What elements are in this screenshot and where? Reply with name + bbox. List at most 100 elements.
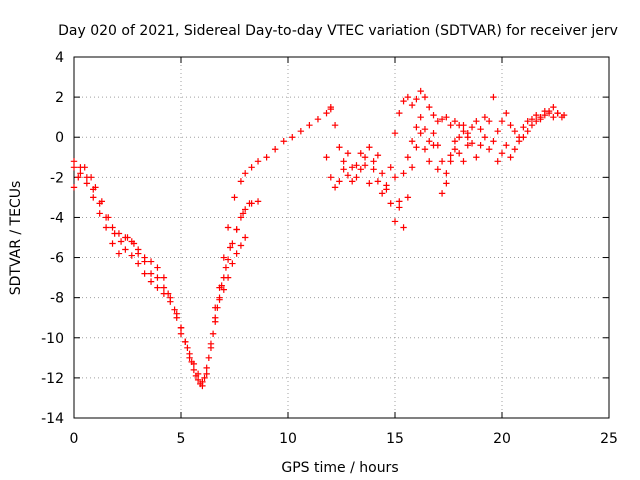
data-point <box>443 170 450 177</box>
data-point <box>447 121 454 129</box>
data-point <box>177 324 185 331</box>
data-point <box>102 214 110 221</box>
data-point <box>263 154 270 161</box>
data-point <box>460 158 467 165</box>
data-point <box>160 274 168 281</box>
data-point <box>160 284 168 291</box>
data-point <box>370 158 377 165</box>
data-point <box>331 121 339 129</box>
y-tick-label: -12 <box>41 371 64 387</box>
data-point <box>408 164 416 171</box>
data-point <box>464 130 471 137</box>
data-point <box>90 194 97 201</box>
data-point <box>374 178 382 185</box>
data-point <box>430 111 437 119</box>
data-point <box>378 190 386 197</box>
data-point <box>233 226 240 233</box>
data-point <box>190 366 198 374</box>
data-point <box>560 111 568 119</box>
data-point <box>70 164 78 171</box>
data-point <box>434 117 441 125</box>
data-point <box>451 138 459 145</box>
data-point <box>481 113 489 121</box>
data-series <box>70 87 568 390</box>
data-point <box>460 128 467 135</box>
data-point <box>233 250 240 257</box>
data-point <box>464 142 471 149</box>
data-point <box>421 146 429 153</box>
data-point <box>77 170 84 177</box>
data-point <box>473 154 480 161</box>
data-point <box>353 174 360 181</box>
data-point <box>122 246 129 253</box>
data-point <box>331 184 339 191</box>
data-point <box>485 117 493 125</box>
data-point <box>147 270 155 277</box>
x-tick-label: 20 <box>493 431 511 447</box>
data-point <box>188 358 195 366</box>
data-point <box>417 87 424 95</box>
data-point <box>147 278 155 285</box>
data-point <box>336 178 343 185</box>
data-point <box>404 194 412 201</box>
data-point <box>490 93 497 101</box>
data-point <box>344 172 352 179</box>
data-point <box>237 214 245 221</box>
data-point <box>520 123 527 131</box>
plot-frame <box>73 56 610 419</box>
data-point <box>524 117 531 125</box>
data-point <box>141 270 148 277</box>
data-point <box>426 103 433 111</box>
data-point <box>430 142 437 149</box>
series-track-f <box>323 113 476 225</box>
data-point <box>520 134 527 141</box>
data-point <box>417 113 424 121</box>
x-tick-label: 0 <box>70 431 79 447</box>
data-point <box>242 170 249 177</box>
data-point <box>477 126 484 133</box>
data-point <box>533 111 540 119</box>
x-axis-label: GPS time / hours <box>281 460 398 476</box>
data-point <box>171 306 178 313</box>
axis-ticks: 0 5 10 15 20 25 -14 -12 -10 -8 -6 -4 -2 0 2 4 <box>41 50 618 447</box>
data-point <box>494 158 501 165</box>
data-point <box>451 146 459 153</box>
data-point <box>209 330 217 337</box>
data-point <box>408 138 416 145</box>
data-point <box>421 93 429 101</box>
data-point <box>220 254 227 261</box>
data-point <box>83 174 91 181</box>
y-tick-label: -4 <box>50 210 64 226</box>
data-point <box>237 178 245 185</box>
data-point <box>550 103 557 111</box>
data-point <box>438 158 446 165</box>
data-point <box>323 154 330 161</box>
series-track-a <box>70 103 334 386</box>
data-point <box>154 264 161 271</box>
data-point <box>314 115 322 123</box>
data-point <box>391 218 399 225</box>
data-point <box>207 344 215 352</box>
data-point <box>182 338 189 345</box>
data-point <box>344 150 352 157</box>
x-tick-label: 15 <box>386 431 404 447</box>
data-point <box>186 354 193 362</box>
data-point <box>417 130 424 137</box>
data-point <box>349 178 356 185</box>
y-axis-label: SDTVAR / TECUs <box>8 181 24 296</box>
data-point <box>396 204 403 211</box>
data-point <box>115 250 123 257</box>
x-tick-label: 25 <box>600 431 618 447</box>
data-point <box>456 134 463 141</box>
data-point <box>115 230 123 237</box>
data-point <box>396 198 403 205</box>
data-point <box>473 117 480 125</box>
data-point <box>77 164 84 171</box>
data-point <box>271 146 279 153</box>
data-point <box>327 174 334 181</box>
y-tick-label: -2 <box>50 170 64 186</box>
data-point <box>545 107 553 115</box>
x-tick-label: 5 <box>177 431 186 447</box>
data-point <box>229 260 236 267</box>
